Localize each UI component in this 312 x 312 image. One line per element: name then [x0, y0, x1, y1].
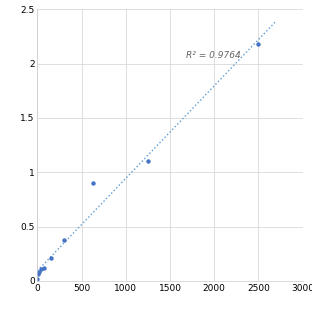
Point: [145, 159, 150, 164]
Point: [61, 237, 66, 242]
Point: [37, 269, 41, 274]
Point: [41, 265, 46, 270]
Point: [36, 271, 41, 276]
Point: [90, 181, 95, 186]
Text: R² = 0.9764: R² = 0.9764: [186, 51, 241, 60]
Point: [256, 41, 261, 46]
Point: [48, 256, 53, 261]
Point: [35, 277, 40, 282]
Point: [38, 267, 43, 272]
